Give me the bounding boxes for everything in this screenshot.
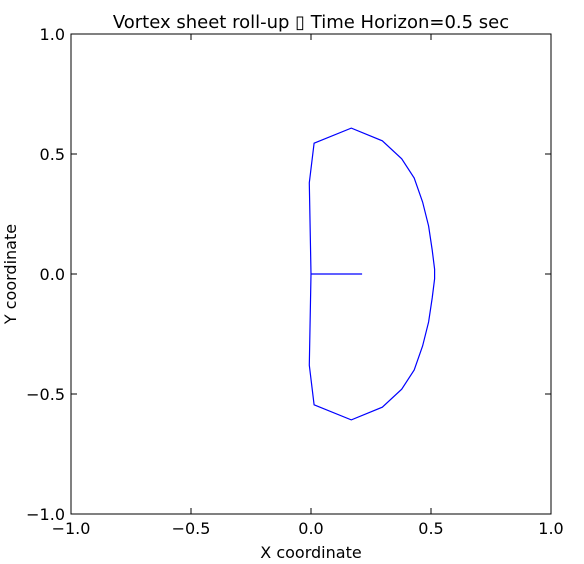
- x-tick-label: 0.5: [418, 519, 443, 538]
- y-axis-label: Y coordinate: [1, 224, 20, 325]
- y-tick-label: 1.0: [40, 25, 65, 44]
- x-axis-label: X coordinate: [260, 543, 361, 562]
- plot-area: [308, 127, 436, 421]
- y-tick-label: −1.0: [26, 505, 65, 524]
- chart-title: Vortex sheet roll-up ▯ Time Horizon=0.5 …: [113, 12, 509, 33]
- y-tick-label: 0.0: [40, 265, 65, 284]
- x-tick-label: 0.0: [298, 519, 323, 538]
- x-tick-label: 1.0: [538, 519, 563, 538]
- x-tick-label: −0.5: [172, 519, 211, 538]
- y-axis: 1.0 0.5 0.0 −0.5 −1.0: [26, 25, 551, 524]
- y-tick-label: −0.5: [26, 385, 65, 404]
- x-tick-label: −1.0: [52, 519, 91, 538]
- x-axis: −1.0 −0.5 0.0 0.5 1.0: [52, 34, 564, 538]
- y-tick-label: 0.5: [40, 145, 65, 164]
- series-line-0: [308, 127, 436, 421]
